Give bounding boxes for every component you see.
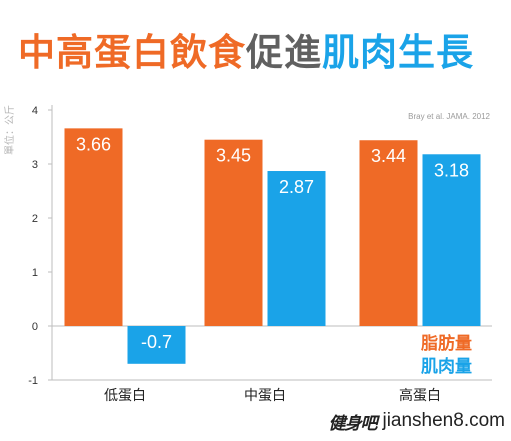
chart-title: 中高蛋白飲食促進肌肉生長 — [18, 34, 474, 71]
bar-value-label: 3.44 — [371, 146, 406, 166]
site-watermark: 健身吧 jianshen8.com — [328, 407, 505, 435]
y-tick-label: 3 — [32, 159, 38, 171]
title-part-1: 中高蛋白飲食 — [18, 31, 246, 74]
bar-value-label: -0.7 — [141, 332, 172, 352]
y-tick-label: 4 — [32, 105, 38, 117]
title-part-2: 促進 — [246, 31, 322, 74]
bar-muscle — [127, 326, 186, 364]
x-category-label: 中蛋白 — [244, 388, 286, 404]
y-tick-label: -1 — [28, 375, 38, 387]
y-tick-label: 1 — [32, 267, 38, 279]
bar-muscle — [422, 154, 481, 326]
y-tick-label: 0 — [32, 321, 38, 333]
y-tick-label: 2 — [32, 213, 38, 225]
bar-muscle — [267, 171, 326, 326]
x-category-label: 低蛋白 — [104, 388, 146, 404]
bar-fat — [359, 140, 418, 326]
bar-fat — [64, 128, 123, 326]
bar-value-label: 2.87 — [279, 177, 314, 197]
bar-value-label: 3.45 — [216, 146, 251, 166]
bar-fat — [204, 139, 263, 326]
y-axis-label: 單位：公斤 — [3, 105, 16, 155]
bar-value-label: 3.18 — [434, 160, 469, 180]
legend-entry: 脂肪量 — [421, 333, 472, 354]
title-part-3: 肌肉生長 — [322, 31, 474, 74]
source-note: Bray et al. JAMA. 2012 — [408, 112, 490, 121]
brand-logo-glyphs: 健身吧 — [328, 413, 377, 434]
legend-entry: 肌肉量 — [421, 356, 472, 377]
bar-value-label: 3.66 — [76, 134, 111, 154]
x-category-label: 高蛋白 — [399, 387, 441, 404]
site-url: jianshen8.com — [382, 410, 505, 431]
